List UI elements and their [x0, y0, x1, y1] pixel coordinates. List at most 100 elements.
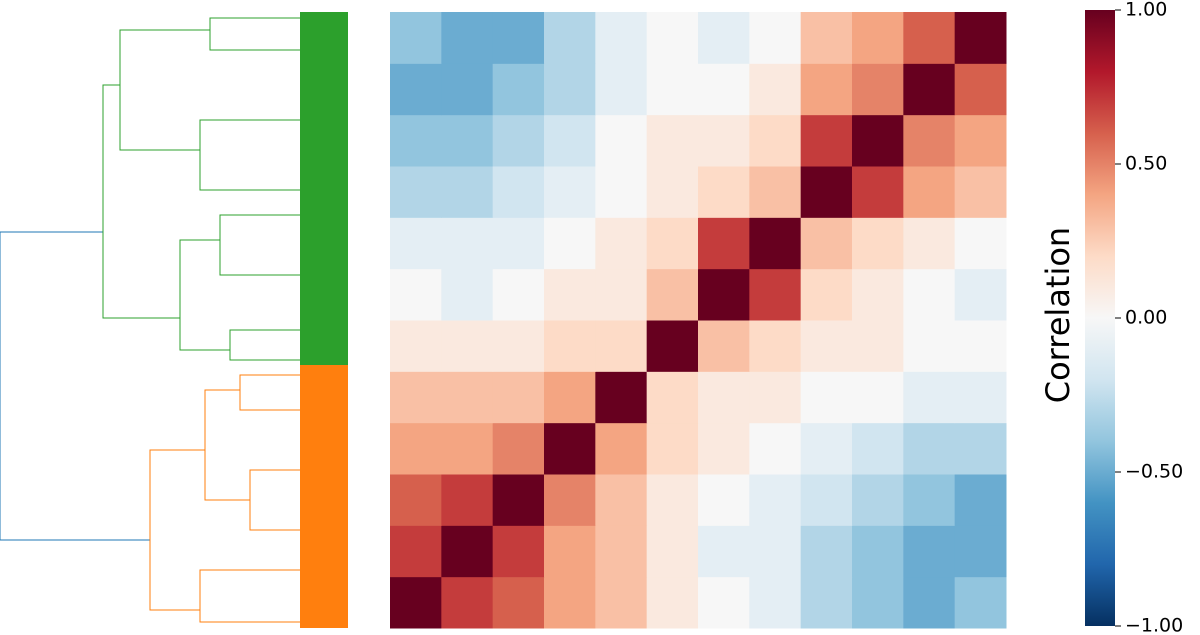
heatmap-cell	[441, 371, 494, 424]
heatmap-cell	[903, 166, 956, 218]
heatmap-cell	[852, 422, 904, 475]
heatmap-cell	[749, 12, 802, 64]
heatmap-cell	[544, 474, 596, 526]
dendrogram-branch	[179, 239, 230, 351]
heatmap-cell	[595, 422, 648, 475]
heatmap-cell	[441, 474, 494, 526]
dendrogram-branch	[149, 449, 205, 611]
heatmap-cell	[441, 114, 494, 167]
heatmap-cell	[852, 217, 904, 270]
heatmap-cell	[595, 268, 648, 321]
heatmap-cell	[852, 320, 904, 372]
heatmap-cell	[954, 525, 1007, 578]
heatmap-cell	[698, 320, 750, 372]
heatmap-cell	[698, 217, 750, 270]
heatmap-cell	[749, 525, 802, 578]
heatmap-cell	[903, 576, 956, 629]
heatmap-cell	[544, 12, 596, 64]
heatmap-cell	[954, 371, 1007, 424]
heatmap-cell	[492, 320, 545, 372]
heatmap-cell	[749, 268, 802, 321]
heatmap-cell	[441, 63, 494, 116]
heatmap-cell	[390, 320, 442, 372]
colorbar-label: Correlation	[1039, 227, 1077, 403]
heatmap-cell	[903, 422, 956, 475]
heatmap-cell	[441, 268, 494, 321]
heatmap-cell	[800, 525, 853, 578]
heatmap-cell	[954, 63, 1007, 116]
heatmap-cell	[954, 320, 1007, 372]
heatmap-cell	[441, 166, 494, 218]
heatmap-cell	[749, 371, 802, 424]
heatmap-cell	[492, 474, 545, 526]
heatmap-cell	[954, 12, 1007, 64]
heatmap-cell	[544, 217, 596, 270]
colorbar-tick-label: 0.50	[1125, 153, 1167, 175]
heatmap-cell	[492, 63, 545, 116]
heatmap-cell	[903, 12, 956, 64]
heatmap-cell	[903, 474, 956, 526]
heatmap-cell	[698, 12, 750, 64]
heatmap-cell	[954, 166, 1007, 218]
heatmap-cell	[492, 166, 545, 218]
heatmap-cell	[646, 217, 699, 270]
heatmap-cell	[544, 371, 596, 424]
heatmap-cell	[595, 576, 648, 629]
heatmap-cell	[646, 371, 699, 424]
heatmap-cell	[544, 320, 596, 372]
heatmap-cell	[954, 217, 1007, 270]
dendrogram-branch	[219, 214, 300, 361]
heatmap-cell	[441, 422, 494, 475]
heatmap-cell	[492, 114, 545, 167]
heatmap-cell	[903, 268, 956, 321]
heatmap-cell	[800, 320, 853, 372]
heatmap-cell	[492, 371, 545, 424]
heatmap-cell	[646, 166, 699, 218]
heatmap-cell	[390, 474, 442, 526]
heatmap-cell	[646, 525, 699, 578]
leaf-cluster	[300, 12, 348, 365]
heatmap-cell	[852, 525, 904, 578]
heatmap-cell	[698, 422, 750, 475]
heatmap-cell	[903, 320, 956, 372]
heatmap-cell	[646, 114, 699, 167]
heatmap-cell	[441, 320, 494, 372]
heatmap-cell	[852, 166, 904, 218]
heatmap-cell	[749, 114, 802, 167]
heatmap-cell	[390, 12, 442, 64]
heatmap-cell	[852, 268, 904, 321]
heatmap-cell	[595, 474, 648, 526]
heatmap-cell	[595, 217, 648, 270]
heatmap-cell	[903, 63, 956, 116]
heatmap-cell	[646, 422, 699, 475]
heatmap-cell	[698, 525, 750, 578]
heatmap-cell	[390, 114, 442, 167]
heatmap-cell	[698, 371, 750, 424]
heatmap-cell	[595, 166, 648, 218]
heatmap-cell	[646, 63, 699, 116]
heatmap-cell	[492, 12, 545, 64]
heatmap-cell	[595, 371, 648, 424]
heatmap-cell	[852, 371, 904, 424]
heatmap-cell	[698, 63, 750, 116]
heatmap-cell	[903, 525, 956, 578]
heatmap-cell	[903, 114, 956, 167]
heatmap-cell	[441, 525, 494, 578]
heatmap-cell	[492, 525, 545, 578]
heatmap-cell	[698, 166, 750, 218]
heatmap-cell	[749, 217, 802, 270]
colorbar-tick-label: −1.00	[1125, 615, 1183, 635]
dendrogram	[0, 12, 348, 628]
colorbar-tick-label: 1.00	[1125, 0, 1167, 21]
heatmap-cell	[954, 576, 1007, 629]
leaf-cluster	[300, 365, 348, 628]
heatmap-cell	[595, 114, 648, 167]
heatmap-cell	[698, 474, 750, 526]
dendrogram-branch	[204, 374, 300, 501]
heatmap-cell	[492, 268, 545, 321]
heatmap-cell	[595, 12, 648, 64]
heatmap-cell	[441, 576, 494, 629]
heatmap-cell	[749, 576, 802, 629]
heatmap-cell	[800, 576, 853, 629]
heatmap-cell	[390, 371, 442, 424]
